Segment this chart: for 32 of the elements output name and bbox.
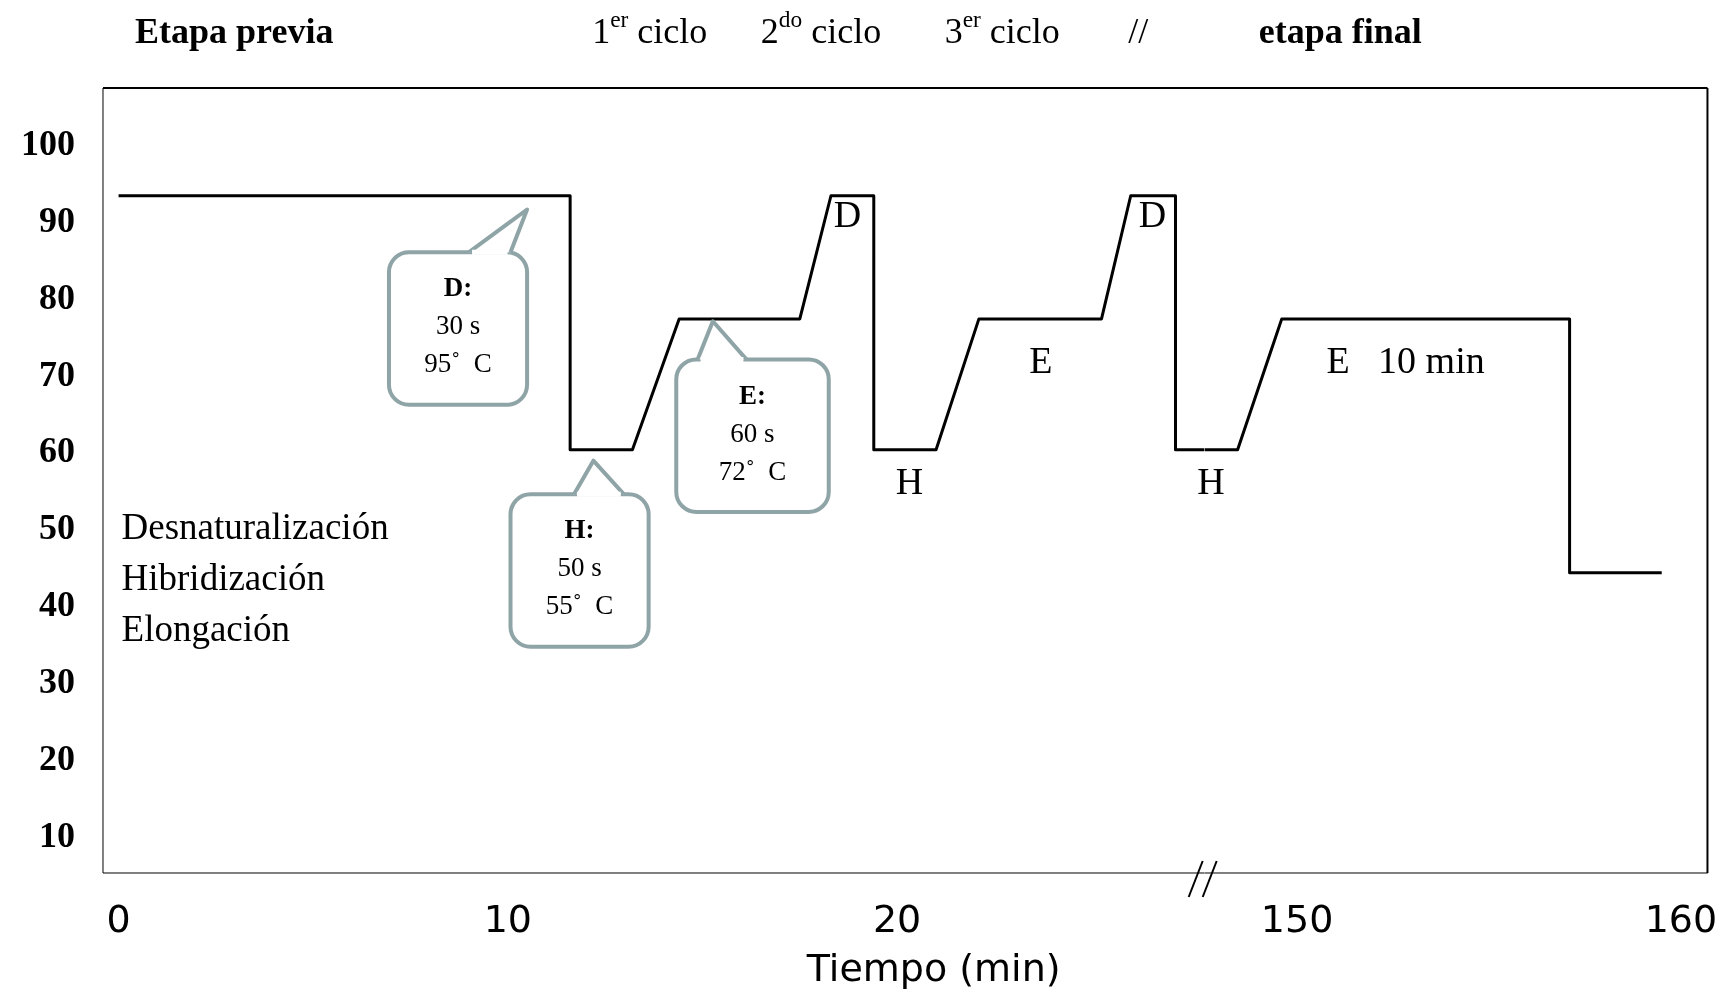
annotation: D: 30 s 95˚ C	[424, 272, 492, 379]
x-tick-label: 150	[1260, 896, 1334, 941]
text: //	[1128, 10, 1149, 51]
y-tick-label: 30	[39, 661, 75, 702]
x-tick-label: 10	[483, 896, 533, 941]
y-tick-label: 100	[21, 122, 75, 163]
annotation: H: 50 s 55˚ C	[545, 514, 614, 621]
x-tick-label: 160	[1644, 896, 1717, 941]
y-tick-label: 60	[39, 430, 75, 471]
text: 3$^{er}$ ciclo	[944, 5, 1060, 51]
annotation: H	[1197, 460, 1225, 503]
y-tick-label: 90	[39, 199, 75, 240]
y-tick-label: 20	[39, 738, 75, 779]
y-tick-label: 40	[39, 584, 75, 625]
annotation: E: 60 s 72˚ C	[718, 379, 787, 486]
annotation: E 10 min	[1326, 338, 1485, 381]
x-tick-label: 20	[872, 896, 922, 941]
annotation: Desnaturalización Hibridización Elongación	[121, 506, 389, 650]
text: Etapa previa	[135, 10, 334, 51]
x-axis-title: Tiempo (min)	[805, 945, 1061, 990]
annotation: H	[895, 460, 924, 503]
text: 1$^{er}$ ciclo	[592, 5, 708, 51]
annotation: D	[1138, 192, 1167, 235]
annotation: E	[1029, 338, 1053, 381]
text: etapa final	[1258, 10, 1422, 51]
y-tick-label: 80	[39, 276, 75, 317]
y-tick-label: 70	[39, 353, 75, 394]
y-tick-label: 50	[39, 507, 75, 548]
y-tick-label: 10	[39, 815, 75, 856]
annotation: D	[833, 192, 862, 235]
x-tick-label: 0	[106, 896, 131, 941]
text: 2$^{do}$ ciclo	[760, 5, 882, 51]
